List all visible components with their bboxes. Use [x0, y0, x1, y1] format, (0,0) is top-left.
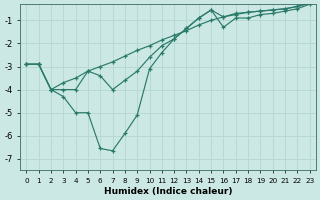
X-axis label: Humidex (Indice chaleur): Humidex (Indice chaleur) [104, 187, 232, 196]
